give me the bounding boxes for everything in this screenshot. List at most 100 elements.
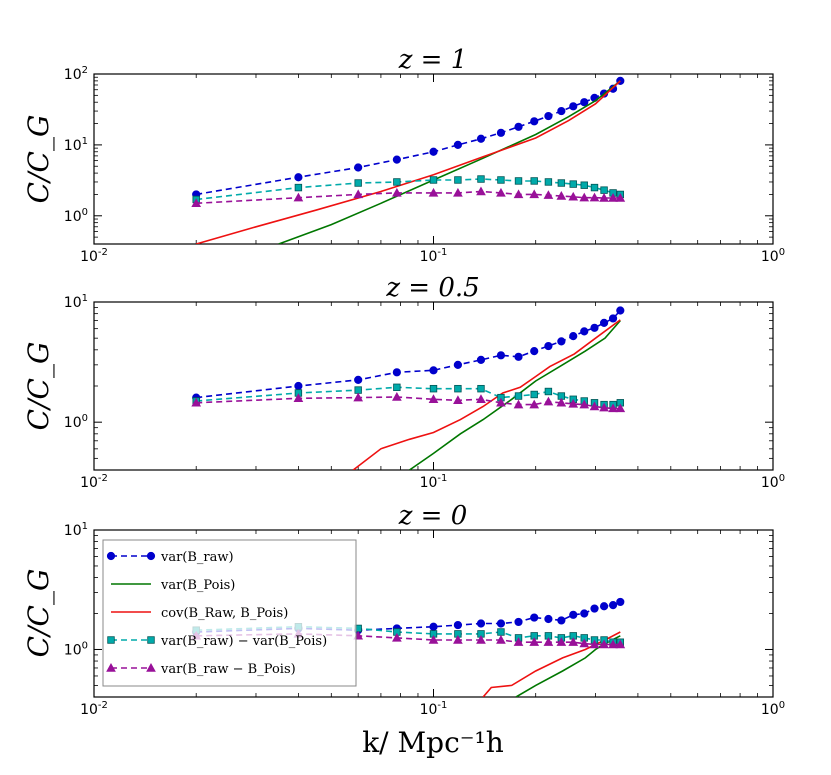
data-point-var_raw_minus bbox=[529, 399, 540, 409]
data-point-var_raw_minus bbox=[513, 399, 524, 409]
legend-label-var_raw: var(B_raw) bbox=[160, 550, 234, 565]
x-tick-label: 10-2 bbox=[80, 247, 108, 265]
y-axis-label: C/C_G bbox=[22, 569, 55, 658]
data-point-var_raw_minus bbox=[568, 191, 579, 201]
data-point-var_raw_minus bbox=[579, 638, 590, 648]
data-point-var_raw bbox=[569, 610, 578, 619]
data-point-var_raw_minus bbox=[476, 634, 486, 644]
panel-title: z = 0.5 bbox=[385, 273, 479, 303]
data-point-var_diff bbox=[477, 384, 485, 393]
y-tick-label: 100 bbox=[64, 640, 88, 658]
data-point-var_diff bbox=[497, 628, 505, 636]
legend-label-var_pois: var(B_Pois) bbox=[160, 578, 235, 593]
data-point-var_raw_minus bbox=[476, 186, 486, 196]
data-point-var_raw bbox=[608, 601, 618, 610]
panel-z0: z = 0 C/C_G 10-2 10-1 100 100 101 var(B_raw)v… bbox=[22, 501, 785, 759]
legend-marker-var_raw_minus bbox=[106, 662, 116, 672]
panel-z1: z = 1 C/C_G 10-2 10-1 100 100 101 102 bbox=[22, 45, 785, 265]
data-point-var_raw bbox=[580, 609, 589, 618]
series-layer bbox=[191, 76, 626, 244]
data-point-var_raw bbox=[580, 327, 589, 336]
data-point-var_raw_minus bbox=[608, 403, 618, 413]
data-point-var_raw bbox=[530, 117, 539, 126]
data-point-var_diff bbox=[354, 386, 362, 394]
data-point-var_raw_minus bbox=[453, 187, 463, 197]
data-point-var_raw bbox=[544, 111, 553, 121]
data-point-var_raw_minus bbox=[453, 634, 463, 644]
data-point-var_raw_minus bbox=[579, 399, 590, 409]
data-point-var_diff bbox=[354, 179, 362, 187]
data-point-var_raw_minus bbox=[589, 401, 600, 411]
legend: var(B_raw) var(B_Pois) cov(B_Raw, B_Pois)v… bbox=[102, 539, 357, 687]
data-point-var_raw_minus bbox=[543, 396, 554, 406]
data-point-var_raw bbox=[294, 381, 303, 391]
data-point-var_raw_minus bbox=[556, 397, 567, 407]
data-point-var_raw bbox=[590, 604, 599, 613]
data-point-var_raw_minus bbox=[556, 637, 567, 646]
data-point-var_raw_minus bbox=[556, 190, 567, 200]
data-point-var_raw_minus bbox=[496, 634, 506, 644]
data-point-var_raw_minus bbox=[615, 193, 626, 202]
data-point-var_raw bbox=[476, 134, 486, 143]
data-point-var_raw_minus bbox=[293, 393, 304, 403]
data-point-var_raw bbox=[580, 98, 589, 107]
data-point-var_raw bbox=[453, 140, 463, 149]
x-tick-label: 10-1 bbox=[420, 247, 448, 265]
data-point-var_raw bbox=[544, 341, 553, 351]
data-point-var_raw bbox=[557, 106, 566, 116]
panel-z05: z = 0.5 C/C_G 10-2 10-1 100 100 101 bbox=[22, 273, 785, 491]
legend-marker-var_raw bbox=[106, 551, 116, 561]
y-tick-label: 101 bbox=[64, 293, 88, 311]
legend-label-cov: cov(B_Raw, B_Pois) bbox=[161, 606, 288, 621]
legend-label-var_raw_minus: var(B_raw − B_Pois) bbox=[160, 662, 296, 677]
data-point-var_raw bbox=[496, 351, 506, 360]
data-point-var_diff bbox=[514, 392, 523, 400]
data-point-var_raw_minus bbox=[608, 193, 618, 202]
data-point-var_diff bbox=[557, 179, 566, 187]
data-point-var_raw bbox=[392, 368, 401, 377]
data-point-var_raw bbox=[530, 347, 539, 356]
y-tick-label: 100 bbox=[64, 413, 88, 431]
data-point-var_raw bbox=[569, 102, 578, 111]
data-point-var_raw_minus bbox=[496, 187, 506, 197]
data-point-var_raw_minus bbox=[428, 187, 439, 197]
data-point-var_raw_minus bbox=[513, 637, 524, 646]
panel-title: z = 1 bbox=[398, 45, 468, 75]
plot-area: 10-2 10-1 100 100 101 102 bbox=[64, 65, 785, 265]
data-point-var_raw bbox=[429, 366, 438, 375]
data-point-var_raw bbox=[608, 314, 618, 323]
y-tick-label: 102 bbox=[64, 65, 88, 83]
series-line-cov bbox=[352, 319, 621, 470]
data-point-var_raw bbox=[557, 337, 566, 346]
data-point-var_raw bbox=[453, 620, 463, 630]
legend-marker-var_raw bbox=[146, 551, 156, 561]
data-point-var_raw_minus bbox=[599, 402, 609, 412]
data-point-var_raw bbox=[453, 360, 463, 369]
data-point-var_raw_minus bbox=[293, 192, 304, 202]
data-point-var_raw_minus bbox=[453, 395, 463, 405]
x-tick-label: 10-1 bbox=[420, 473, 448, 491]
data-point-var_raw bbox=[514, 352, 523, 361]
y-tick-label: 101 bbox=[64, 136, 88, 154]
data-point-var_raw bbox=[514, 617, 523, 627]
data-point-var_raw bbox=[496, 619, 506, 628]
x-tick-label: 100 bbox=[761, 473, 785, 491]
data-point-var_raw bbox=[616, 597, 625, 607]
data-point-var_diff bbox=[497, 176, 505, 184]
data-point-var_raw_minus bbox=[496, 397, 506, 407]
legend-box bbox=[102, 539, 357, 687]
data-point-var_raw bbox=[599, 602, 609, 611]
data-point-var_raw bbox=[354, 375, 363, 384]
series-line-var_raw bbox=[196, 80, 621, 196]
data-point-var_diff bbox=[454, 176, 462, 184]
x-tick-label: 10-2 bbox=[80, 700, 108, 718]
data-point-var_diff bbox=[393, 383, 401, 392]
data-point-var_raw bbox=[476, 619, 486, 628]
data-point-var_diff bbox=[429, 384, 438, 393]
data-point-var_raw bbox=[530, 613, 539, 622]
x-tick-label: 100 bbox=[761, 700, 785, 718]
data-point-var_raw_minus bbox=[353, 189, 364, 199]
legend-marker-var_diff bbox=[107, 636, 115, 644]
data-point-var_diff bbox=[580, 181, 588, 189]
